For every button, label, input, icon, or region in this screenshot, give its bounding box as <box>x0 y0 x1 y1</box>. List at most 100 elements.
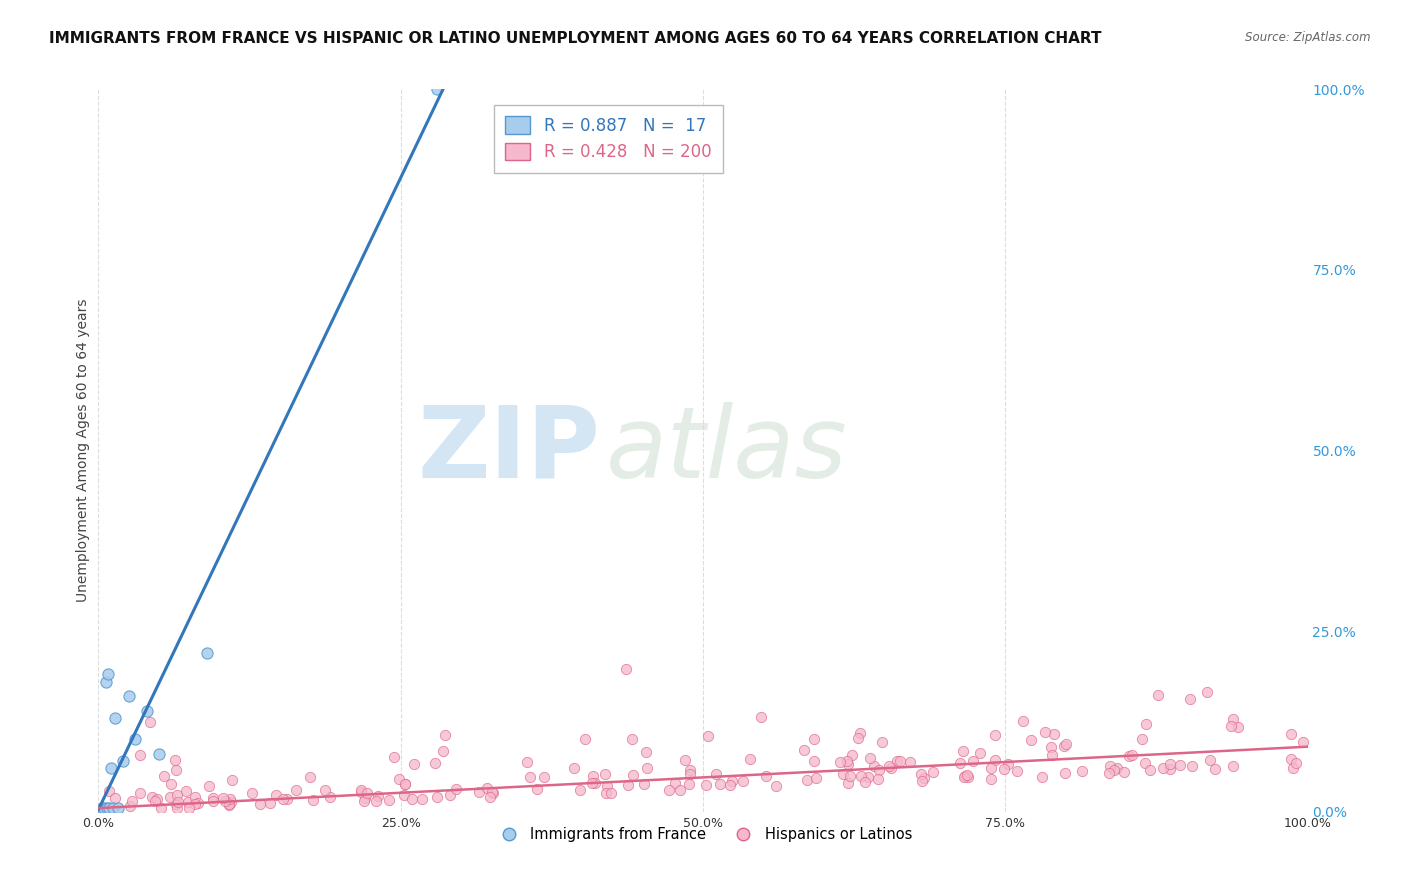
Point <box>218 792 240 806</box>
Point <box>149 801 172 815</box>
Text: ZIP: ZIP <box>418 402 600 499</box>
Point <box>319 790 342 805</box>
Point <box>755 770 778 784</box>
Point <box>634 745 657 759</box>
Point <box>704 767 727 781</box>
Point <box>202 791 225 805</box>
Point <box>377 793 399 807</box>
Point <box>980 772 1002 786</box>
Point <box>1053 766 1076 780</box>
Point <box>214 794 236 808</box>
Point <box>1033 725 1056 739</box>
Point <box>350 785 373 799</box>
Point <box>614 662 637 676</box>
Point <box>153 769 176 783</box>
Text: atlas: atlas <box>606 402 848 499</box>
Point <box>174 784 197 798</box>
Point <box>100 761 122 775</box>
Point <box>962 754 984 768</box>
Point <box>96 801 118 815</box>
Point <box>793 743 815 757</box>
Point <box>1007 764 1029 779</box>
Point <box>969 746 991 760</box>
Point <box>481 785 503 799</box>
Point <box>1281 761 1303 775</box>
Point <box>952 771 974 785</box>
Point <box>219 795 242 809</box>
Point <box>1098 765 1121 780</box>
Point <box>1012 714 1035 728</box>
Point <box>159 777 181 791</box>
Point <box>853 775 876 789</box>
Point <box>953 768 976 782</box>
Point <box>218 797 240 812</box>
Point <box>664 776 686 790</box>
Point <box>141 789 163 804</box>
Point <box>104 711 127 725</box>
Point <box>993 762 1015 776</box>
Point <box>533 770 555 784</box>
Point <box>367 789 389 803</box>
Point <box>596 779 619 793</box>
Point <box>1121 748 1143 763</box>
Point <box>831 767 853 781</box>
Point <box>91 801 114 815</box>
Point <box>482 786 505 800</box>
Point <box>863 758 886 772</box>
Point <box>838 769 860 783</box>
Point <box>468 785 491 799</box>
Point <box>889 754 911 768</box>
Point <box>139 714 162 729</box>
Point <box>1031 770 1053 784</box>
Point <box>128 747 150 762</box>
Point <box>444 782 467 797</box>
Point <box>475 780 498 795</box>
Point <box>828 755 851 769</box>
Point <box>633 777 655 791</box>
Point <box>868 763 890 777</box>
Y-axis label: Unemployment Among Ages 60 to 64 years: Unemployment Among Ages 60 to 64 years <box>76 299 90 602</box>
Point <box>914 771 936 785</box>
Point <box>804 772 827 786</box>
Point <box>97 667 120 681</box>
Legend: Immigrants from France, Hispanics or Latinos: Immigrants from France, Hispanics or Lat… <box>488 822 918 847</box>
Point <box>434 728 457 742</box>
Point <box>1284 756 1306 770</box>
Point <box>695 778 717 792</box>
Point <box>364 794 387 808</box>
Point <box>111 754 134 768</box>
Point <box>1114 765 1136 780</box>
Point <box>621 768 644 782</box>
Point <box>177 795 200 809</box>
Point <box>249 797 271 811</box>
Text: IMMIGRANTS FROM FRANCE VS HISPANIC OR LATINO UNEMPLOYMENT AMONG AGES 60 TO 64 YE: IMMIGRANTS FROM FRANCE VS HISPANIC OR LA… <box>49 31 1102 46</box>
Point <box>167 795 190 809</box>
Point <box>870 734 893 748</box>
Point <box>298 770 321 784</box>
Point <box>796 772 818 787</box>
Point <box>128 786 150 800</box>
Point <box>121 794 143 808</box>
Point <box>302 793 325 807</box>
Point <box>107 801 129 815</box>
Point <box>221 772 243 787</box>
Point <box>1107 761 1129 775</box>
Point <box>837 776 859 790</box>
Point <box>165 764 187 778</box>
Point <box>1118 748 1140 763</box>
Point <box>1130 732 1153 747</box>
Point <box>1279 752 1302 766</box>
Point <box>354 791 377 805</box>
Point <box>709 777 731 791</box>
Point <box>266 788 288 802</box>
Point <box>583 776 606 790</box>
Point <box>211 791 233 805</box>
Point <box>350 783 373 797</box>
Point <box>179 801 201 815</box>
Point <box>1159 756 1181 771</box>
Point <box>1054 737 1077 751</box>
Point <box>846 731 869 746</box>
Point <box>569 783 592 797</box>
Point <box>118 689 141 703</box>
Point <box>1159 762 1181 776</box>
